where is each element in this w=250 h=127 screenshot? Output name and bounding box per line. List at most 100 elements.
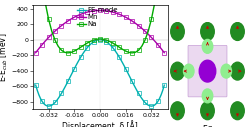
Na [131, 52, 134, 54]
Na [153, 3, 156, 4]
Na [50, 30, 53, 32]
Mn [128, 18, 130, 20]
Na [108, 41, 111, 42]
Mn [153, 40, 156, 42]
Na [144, 39, 146, 41]
Na [95, 38, 98, 40]
Legend: FE-mode, Mn, Na: FE-mode, Mn, Na [76, 6, 119, 28]
Text: $\Gamma_4^-$: $\Gamma_4^-$ [202, 124, 213, 127]
Mn [131, 20, 134, 22]
Mn [98, 10, 102, 11]
Na [76, 49, 79, 50]
Circle shape [231, 62, 244, 80]
Mn [76, 15, 79, 16]
Na [66, 52, 69, 54]
Na [86, 42, 89, 44]
Mn [114, 12, 117, 14]
Circle shape [171, 102, 184, 120]
FE-mode [142, 100, 145, 101]
FE-mode [148, 105, 151, 107]
Na [82, 44, 86, 46]
Na [102, 38, 105, 40]
FE-mode [98, 39, 102, 41]
X-axis label: Displacement, δ [Å]: Displacement, δ [Å] [62, 120, 138, 127]
Na [60, 49, 63, 51]
Circle shape [199, 60, 216, 82]
Mn [34, 52, 37, 53]
Circle shape [171, 62, 184, 80]
Mn [140, 28, 143, 29]
Na [92, 39, 95, 41]
Na [137, 49, 140, 51]
FancyBboxPatch shape [188, 45, 227, 97]
Circle shape [201, 23, 214, 40]
Mn [82, 12, 86, 14]
Circle shape [171, 23, 184, 40]
Mn [111, 11, 114, 13]
Mn [156, 44, 159, 45]
Mn [102, 10, 105, 11]
Mn [163, 52, 166, 53]
Mn [92, 10, 95, 12]
Na [105, 39, 108, 41]
FE-mode [108, 44, 111, 45]
Mn [108, 11, 111, 12]
Na [47, 18, 50, 20]
Circle shape [202, 89, 213, 103]
Mn [50, 33, 53, 35]
Na [147, 30, 150, 32]
Circle shape [221, 64, 232, 78]
Mn [147, 33, 150, 35]
Circle shape [202, 39, 213, 53]
Line: FE-mode: FE-mode [34, 38, 166, 108]
Circle shape [201, 102, 214, 120]
Na [63, 52, 66, 53]
Y-axis label: E-E$_{cub}$ [meV]: E-E$_{cub}$ [meV] [0, 32, 10, 82]
Mn [95, 10, 98, 11]
Na [134, 52, 137, 53]
Mn [79, 13, 82, 15]
Line: Mn: Mn [34, 9, 166, 54]
FE-mode [34, 84, 37, 86]
Na [124, 50, 127, 52]
Circle shape [184, 64, 194, 78]
Mn [60, 25, 63, 26]
Na [111, 42, 114, 44]
Na [57, 46, 60, 47]
Circle shape [231, 102, 244, 120]
Mn [105, 10, 108, 12]
Mn [57, 28, 60, 29]
Na [118, 46, 121, 48]
Mn [118, 13, 121, 15]
Mn [38, 48, 40, 49]
FE-mode [47, 105, 50, 107]
Na [73, 50, 76, 52]
Na [79, 46, 82, 48]
Mn [160, 48, 162, 49]
Mn [124, 17, 127, 18]
Mn [63, 22, 66, 24]
FE-mode [118, 56, 121, 58]
Na [114, 44, 117, 46]
Line: Na: Na [34, 0, 166, 55]
Mn [66, 20, 69, 22]
Na [70, 52, 72, 53]
FE-mode [153, 104, 156, 106]
Mn [73, 17, 76, 18]
Mn [86, 11, 89, 13]
Circle shape [231, 23, 244, 40]
Mn [41, 44, 44, 45]
Na [44, 3, 47, 4]
Na [128, 52, 130, 53]
Mn [144, 30, 146, 32]
Mn [137, 25, 140, 26]
Na [121, 49, 124, 50]
Mn [89, 11, 92, 12]
FE-mode [163, 84, 166, 86]
Mn [47, 37, 50, 38]
Na [150, 18, 153, 20]
Mn [134, 22, 137, 24]
Mn [54, 30, 56, 32]
FE-mode [132, 84, 135, 85]
Mn [150, 37, 153, 38]
